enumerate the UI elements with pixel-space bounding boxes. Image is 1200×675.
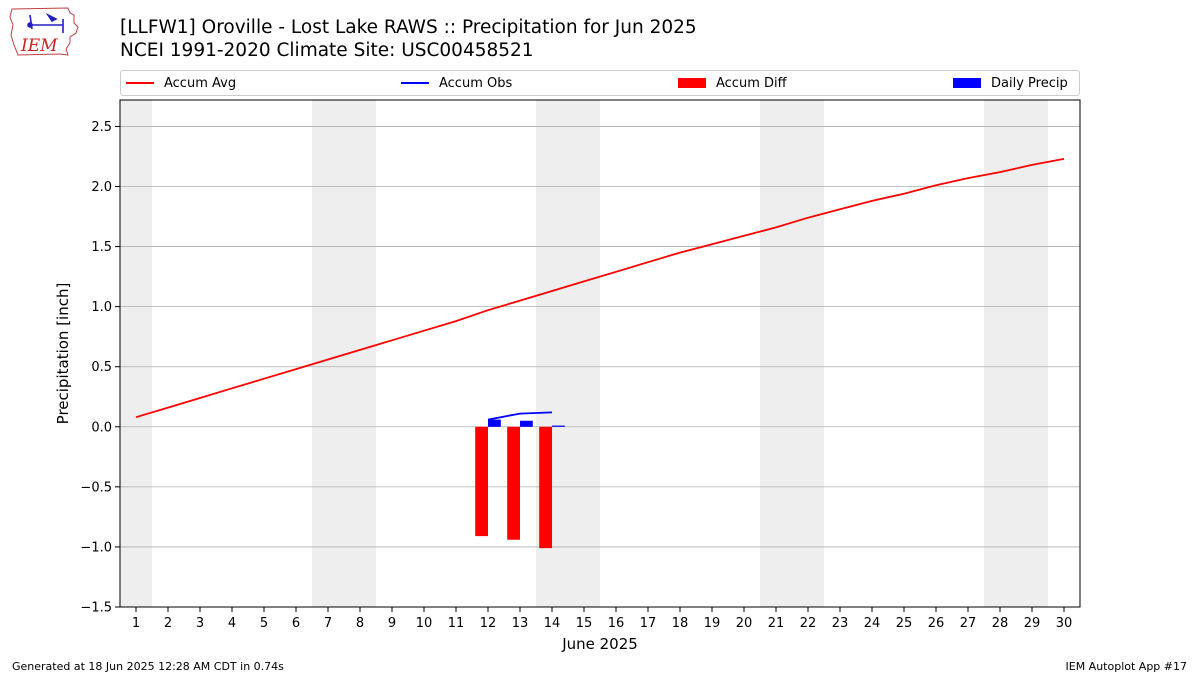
weekend-shading (120, 100, 1048, 607)
legend-label-accum-diff: Accum Diff (716, 75, 787, 91)
x-tick-label: 11 (448, 616, 465, 631)
legend-label-accum-obs: Accum Obs (439, 75, 513, 91)
weekend-band (760, 100, 824, 607)
x-tick-label: 26 (928, 616, 945, 631)
x-tick-label: 30 (1056, 616, 1073, 631)
chart-legend: Accum Avg Accum Obs Accum Diff Daily Pre… (120, 70, 1080, 96)
x-tick-label: 28 (992, 616, 1009, 631)
bar-accum-diff (475, 426, 488, 537)
x-tick-label: 6 (292, 616, 300, 631)
x-tick-label: 4 (228, 616, 236, 631)
x-tick-label: 5 (260, 616, 268, 631)
bar-daily-precip (552, 425, 565, 427)
chart-title: [LLFW1] Oroville - Lost Lake RAWS :: Pre… (120, 17, 697, 38)
logo-text: IEM (20, 36, 58, 56)
x-tick-label: 24 (864, 616, 881, 631)
y-tick-label: 2.5 (91, 120, 112, 135)
bar-accum-diff (539, 426, 552, 549)
x-tick-label: 19 (704, 616, 721, 631)
x-tick-label: 16 (608, 616, 625, 631)
x-tick-label: 25 (896, 616, 913, 631)
y-axis: −1.5 −1.0 −0.5 0.0 0.5 1.0 1.5 2.0 2.5 (80, 120, 120, 616)
weekend-band (984, 100, 1048, 607)
line-accum-avg (135, 158, 1065, 419)
legend-item-accum-diff: Accum Diff (678, 71, 787, 95)
bar-accum-diff (507, 426, 520, 540)
legend-swatch-accum-diff (678, 78, 706, 88)
app-label: IEM Autoplot App #17 (1065, 660, 1188, 673)
y-tick-label: 2.0 (91, 180, 112, 195)
x-tick-label: 21 (768, 616, 785, 631)
x-axis-label: June 2025 (561, 635, 638, 653)
weekend-band (536, 100, 600, 607)
bar-daily-precip (488, 419, 501, 427)
x-tick-label: 9 (388, 616, 396, 631)
iowa-outline-shape (9, 7, 79, 56)
x-tick-label: 20 (736, 616, 753, 631)
x-tick-label: 2 (164, 616, 172, 631)
y-axis-label: Precipitation [inch] (54, 283, 72, 425)
generated-timestamp: Generated at 18 Jun 2025 12:28 AM CDT in… (12, 660, 284, 673)
y-tick-label: 1.0 (91, 300, 112, 315)
legend-item-accum-avg: Accum Avg (126, 71, 236, 95)
x-tick-label: 10 (416, 616, 433, 631)
weekend-band (312, 100, 376, 607)
x-tick-label: 1 (132, 616, 140, 631)
x-tick-label: 27 (960, 616, 977, 631)
y-tick-label: 1.5 (91, 240, 112, 255)
x-tick-label: 18 (672, 616, 689, 631)
bar-daily-precip (520, 420, 533, 427)
x-tick-label: 23 (832, 616, 849, 631)
x-tick-label: 15 (576, 616, 593, 631)
x-tick-label: 3 (196, 616, 204, 631)
x-tick-label: 14 (544, 616, 561, 631)
legend-swatch-daily-precip (953, 78, 981, 88)
legend-label-daily-precip: Daily Precip (991, 75, 1068, 91)
y-tick-label: −1.5 (80, 601, 112, 616)
y-tick-label: 0.0 (91, 420, 112, 435)
legend-label-accum-avg: Accum Avg (164, 75, 237, 91)
x-tick-label: 17 (640, 616, 657, 631)
weather-station-icon (27, 12, 64, 33)
x-tick-label: 13 (512, 616, 529, 631)
x-tick-label: 29 (1024, 616, 1041, 631)
line-series (135, 158, 1065, 421)
line-accum-obs (487, 411, 553, 421)
x-tick-label: 22 (800, 616, 817, 631)
weekend-band (120, 100, 152, 607)
iem-logo: IEM (9, 7, 79, 56)
x-tick-label: 7 (324, 616, 332, 631)
chart-subtitle: NCEI 1991-2020 Climate Site: USC00458521 (120, 40, 534, 61)
legend-swatch-accum-avg (126, 82, 154, 84)
y-tick-label: 0.5 (91, 360, 112, 375)
bar-series (475, 419, 565, 549)
legend-item-daily-precip: Daily Precip (953, 71, 1068, 95)
plot-frame (119, 99, 1081, 608)
x-tick-label: 8 (356, 616, 364, 631)
x-axis: 1 2 3 4 5 6 7 8 9 10 11 12 13 14 15 16 17 18 19 20 21 22 23 24 2… (132, 607, 1072, 631)
legend-item-accum-obs: Accum Obs (401, 71, 512, 95)
y-tick-label: −1.0 (80, 540, 112, 555)
legend-swatch-accum-obs (401, 82, 429, 84)
y-gridlines (120, 126, 1080, 608)
x-tick-label: 12 (480, 616, 497, 631)
y-tick-label: −0.5 (80, 480, 112, 495)
